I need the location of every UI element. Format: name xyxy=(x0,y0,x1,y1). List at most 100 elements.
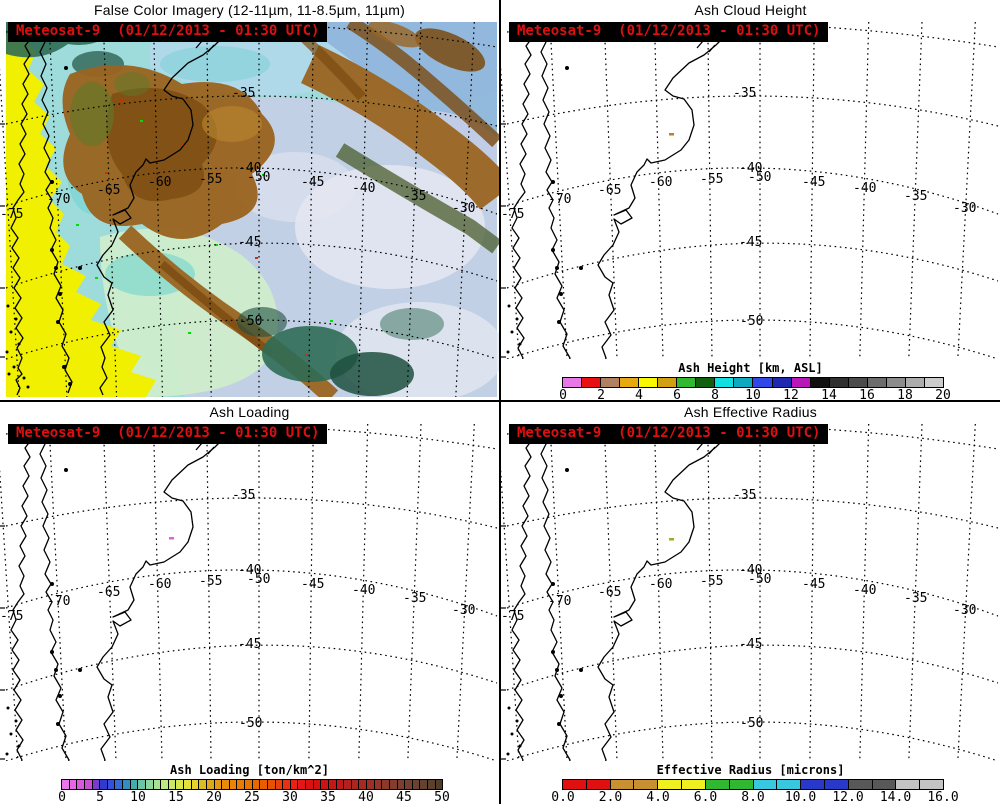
ash-detection-mark xyxy=(669,133,674,136)
colorbar-segment xyxy=(563,780,587,789)
colorbar-tick-label: 50 xyxy=(434,790,450,804)
svg-text:-65: -65 xyxy=(598,183,621,198)
svg-text:-40: -40 xyxy=(853,181,876,196)
colorbar-segment xyxy=(344,780,352,789)
svg-text:-75: -75 xyxy=(0,609,23,624)
colorbar-segment xyxy=(601,378,621,387)
svg-text:-45: -45 xyxy=(739,637,762,652)
colorbar-segment xyxy=(705,780,730,789)
colorbar-tick-label: 8.0 xyxy=(741,790,765,804)
svg-text:-75: -75 xyxy=(501,609,524,624)
colorbar-segment xyxy=(153,780,162,789)
colorbar-segment xyxy=(872,780,897,789)
colorbar-segment xyxy=(428,780,436,789)
colorbar-tick-label: 30 xyxy=(282,790,298,804)
svg-text:-45: -45 xyxy=(802,175,825,190)
ash-detection-mark xyxy=(169,537,174,540)
colorbar-segment xyxy=(405,780,413,789)
colorbar-segment xyxy=(199,780,207,789)
colorbar-tick-label: 12.0 xyxy=(832,790,864,804)
colorbar-segment xyxy=(367,780,375,789)
panel-ash-loading: Ash Loading -35 -40 -45 -50 -75 -70 -65 -60 -55-… xyxy=(0,402,499,804)
svg-text:-75: -75 xyxy=(501,207,524,222)
svg-text:-70: -70 xyxy=(548,192,571,207)
svg-text:-30: -30 xyxy=(452,603,475,618)
svg-text:-40: -40 xyxy=(739,563,762,578)
svg-text:-45: -45 xyxy=(802,577,825,592)
map-edge-ticks xyxy=(0,525,5,760)
colorbar-segment xyxy=(237,780,245,789)
svg-text:-40: -40 xyxy=(352,181,375,196)
colorbar-segment xyxy=(260,780,268,789)
svg-text:-50: -50 xyxy=(239,716,262,731)
svg-text:-50: -50 xyxy=(740,314,763,329)
svg-text:-60: -60 xyxy=(649,175,672,190)
colorbar-tick-label: 20 xyxy=(935,388,951,400)
colorbar-tick-label: 10 xyxy=(745,388,761,400)
colorbar-segment xyxy=(107,780,116,789)
colorbar-label: Ash Loading [ton/km^2] xyxy=(170,763,329,777)
svg-text:-40: -40 xyxy=(238,563,261,578)
colorbar-segment xyxy=(777,780,802,789)
colorbar-ash-height: Ash Height [km, ASL] 0 2 4 6 8 10 12 14 16 18 20 xyxy=(501,361,1000,400)
colorbar-tick-label: 12 xyxy=(783,388,799,400)
lakes-islands xyxy=(5,468,82,756)
svg-text:-45: -45 xyxy=(238,637,261,652)
colorbar-segment xyxy=(77,780,85,789)
colorbar-segment xyxy=(306,780,314,789)
svg-text:-70: -70 xyxy=(548,594,571,609)
svg-text:-55: -55 xyxy=(700,172,723,187)
colorbar-tick-label: 14 xyxy=(821,388,837,400)
colorbar-segment xyxy=(412,780,421,789)
colorbar-tick-label: 16.0 xyxy=(927,790,959,804)
graticule-labels: -35 -40 -45 -50 -75 -70 -65 -60 -55 -50 -45 -40 -35 -… xyxy=(0,488,475,731)
colorbar-segment xyxy=(734,378,754,387)
colorbar-segment xyxy=(382,780,390,789)
false-color-imagery xyxy=(6,22,499,397)
colorbar-segment xyxy=(313,780,322,789)
colorbar-segment xyxy=(586,780,611,789)
lakes-islands xyxy=(5,66,82,389)
colorbar-segment xyxy=(658,378,678,387)
colorbar-segment xyxy=(886,378,906,387)
colorbar-segment xyxy=(824,780,849,789)
colorbar-segment xyxy=(420,780,428,789)
svg-text:-35: -35 xyxy=(403,591,426,606)
colorbar-segment xyxy=(184,780,192,789)
colorbar-segment xyxy=(130,780,139,789)
colorbar-segment xyxy=(100,780,108,789)
svg-text:-35: -35 xyxy=(733,86,756,101)
colorbar-segment xyxy=(772,378,792,387)
colorbar-tick-label: 25 xyxy=(244,790,260,804)
lakes-islands xyxy=(506,66,583,354)
colorbar-segment xyxy=(582,378,602,387)
panel-title: Ash Effective Radius xyxy=(684,404,817,420)
colorbar-segment xyxy=(351,780,360,789)
colorbar-segment xyxy=(328,780,337,789)
satellite-badge: Meteosat-9 (01/12/2013 - 01:30 UTC) xyxy=(509,22,829,42)
colorbar-segment xyxy=(397,780,406,789)
graticule-labels: -35 -40 -45 -50 -75 -70 -65 -60 -55 -50 -45 -40 -35 -… xyxy=(501,86,976,329)
colorbar-segment xyxy=(168,780,177,789)
colorbar-segment xyxy=(145,780,154,789)
panel-effective-radius: Ash Effective Radius -35 -40 -45 -50 -75 -70-… xyxy=(501,402,1000,804)
svg-text:-50: -50 xyxy=(239,314,262,329)
colorbar-segment xyxy=(753,780,778,789)
colorbar-segment xyxy=(229,780,238,789)
colorbar-segment xyxy=(283,780,291,789)
svg-text:-70: -70 xyxy=(47,594,70,609)
colorbar-segment xyxy=(191,780,200,789)
panel-title: Ash Cloud Height xyxy=(694,2,807,18)
colorbar-segment xyxy=(905,378,925,387)
colorbar-tick-label: 4 xyxy=(635,388,643,400)
colorbar-segment xyxy=(62,780,70,789)
colorbar-tick-label: 45 xyxy=(396,790,412,804)
colorbar-segment xyxy=(829,378,849,387)
colorbar-tick-label: 2 xyxy=(597,388,605,400)
colorbar-segment xyxy=(389,780,398,789)
colorbar-segment xyxy=(924,378,943,387)
colorbar-segment xyxy=(610,780,635,789)
map-effective-radius: -35 -40 -45 -50 -75 -70 -65 -60 -55 -50 -45 -40 -35 -… xyxy=(501,424,1000,761)
colorbar-segment xyxy=(801,780,825,789)
